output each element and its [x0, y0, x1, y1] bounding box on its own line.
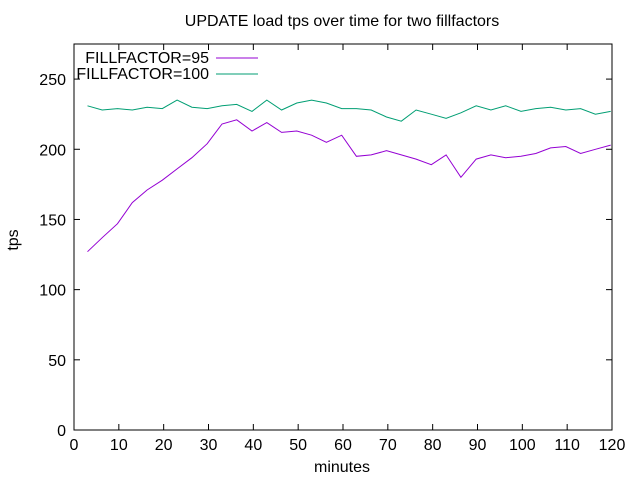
x-axis-ticks: 0 10 20 30 40 50 60 70 80 90 100 110 120	[70, 44, 626, 454]
x-tick-label: 60	[334, 437, 352, 454]
legend-label: FILLFACTOR=95	[85, 50, 209, 67]
chart-title: UPDATE load tps over time for two fillfa…	[185, 13, 499, 30]
x-tick-label: 120	[599, 437, 626, 454]
y-tick-label: 0	[57, 423, 66, 440]
x-tick-label: 0	[70, 437, 79, 454]
series-line-1	[87, 119, 611, 253]
x-tick-label: 70	[379, 437, 397, 454]
x-tick-label: 90	[469, 437, 487, 454]
x-tick-label: 30	[200, 437, 218, 454]
y-tick-label: 150	[39, 212, 66, 229]
y-tick-label: 50	[48, 353, 66, 370]
x-tick-label: 20	[155, 437, 173, 454]
x-tick-label: 10	[110, 437, 128, 454]
x-tick-label: 100	[509, 437, 536, 454]
x-axis-label: minutes	[314, 459, 370, 476]
plot-frame	[73, 43, 613, 431]
y-tick-label: 100	[39, 283, 66, 300]
y-axis-label: tps	[5, 229, 22, 250]
series-lines	[87, 99, 611, 253]
y-tick-label: 250	[39, 72, 66, 89]
x-tick-label: 110	[554, 437, 580, 454]
legend-label: FILLFACTOR=100	[76, 66, 209, 83]
y-axis-ticks: 0 50 100 150 200 250	[39, 72, 612, 440]
y-tick-label: 200	[39, 142, 66, 159]
x-tick-label: 40	[244, 437, 262, 454]
series-line-2	[87, 99, 611, 122]
x-tick-label: 80	[424, 437, 442, 454]
x-tick-label: 50	[289, 437, 307, 454]
